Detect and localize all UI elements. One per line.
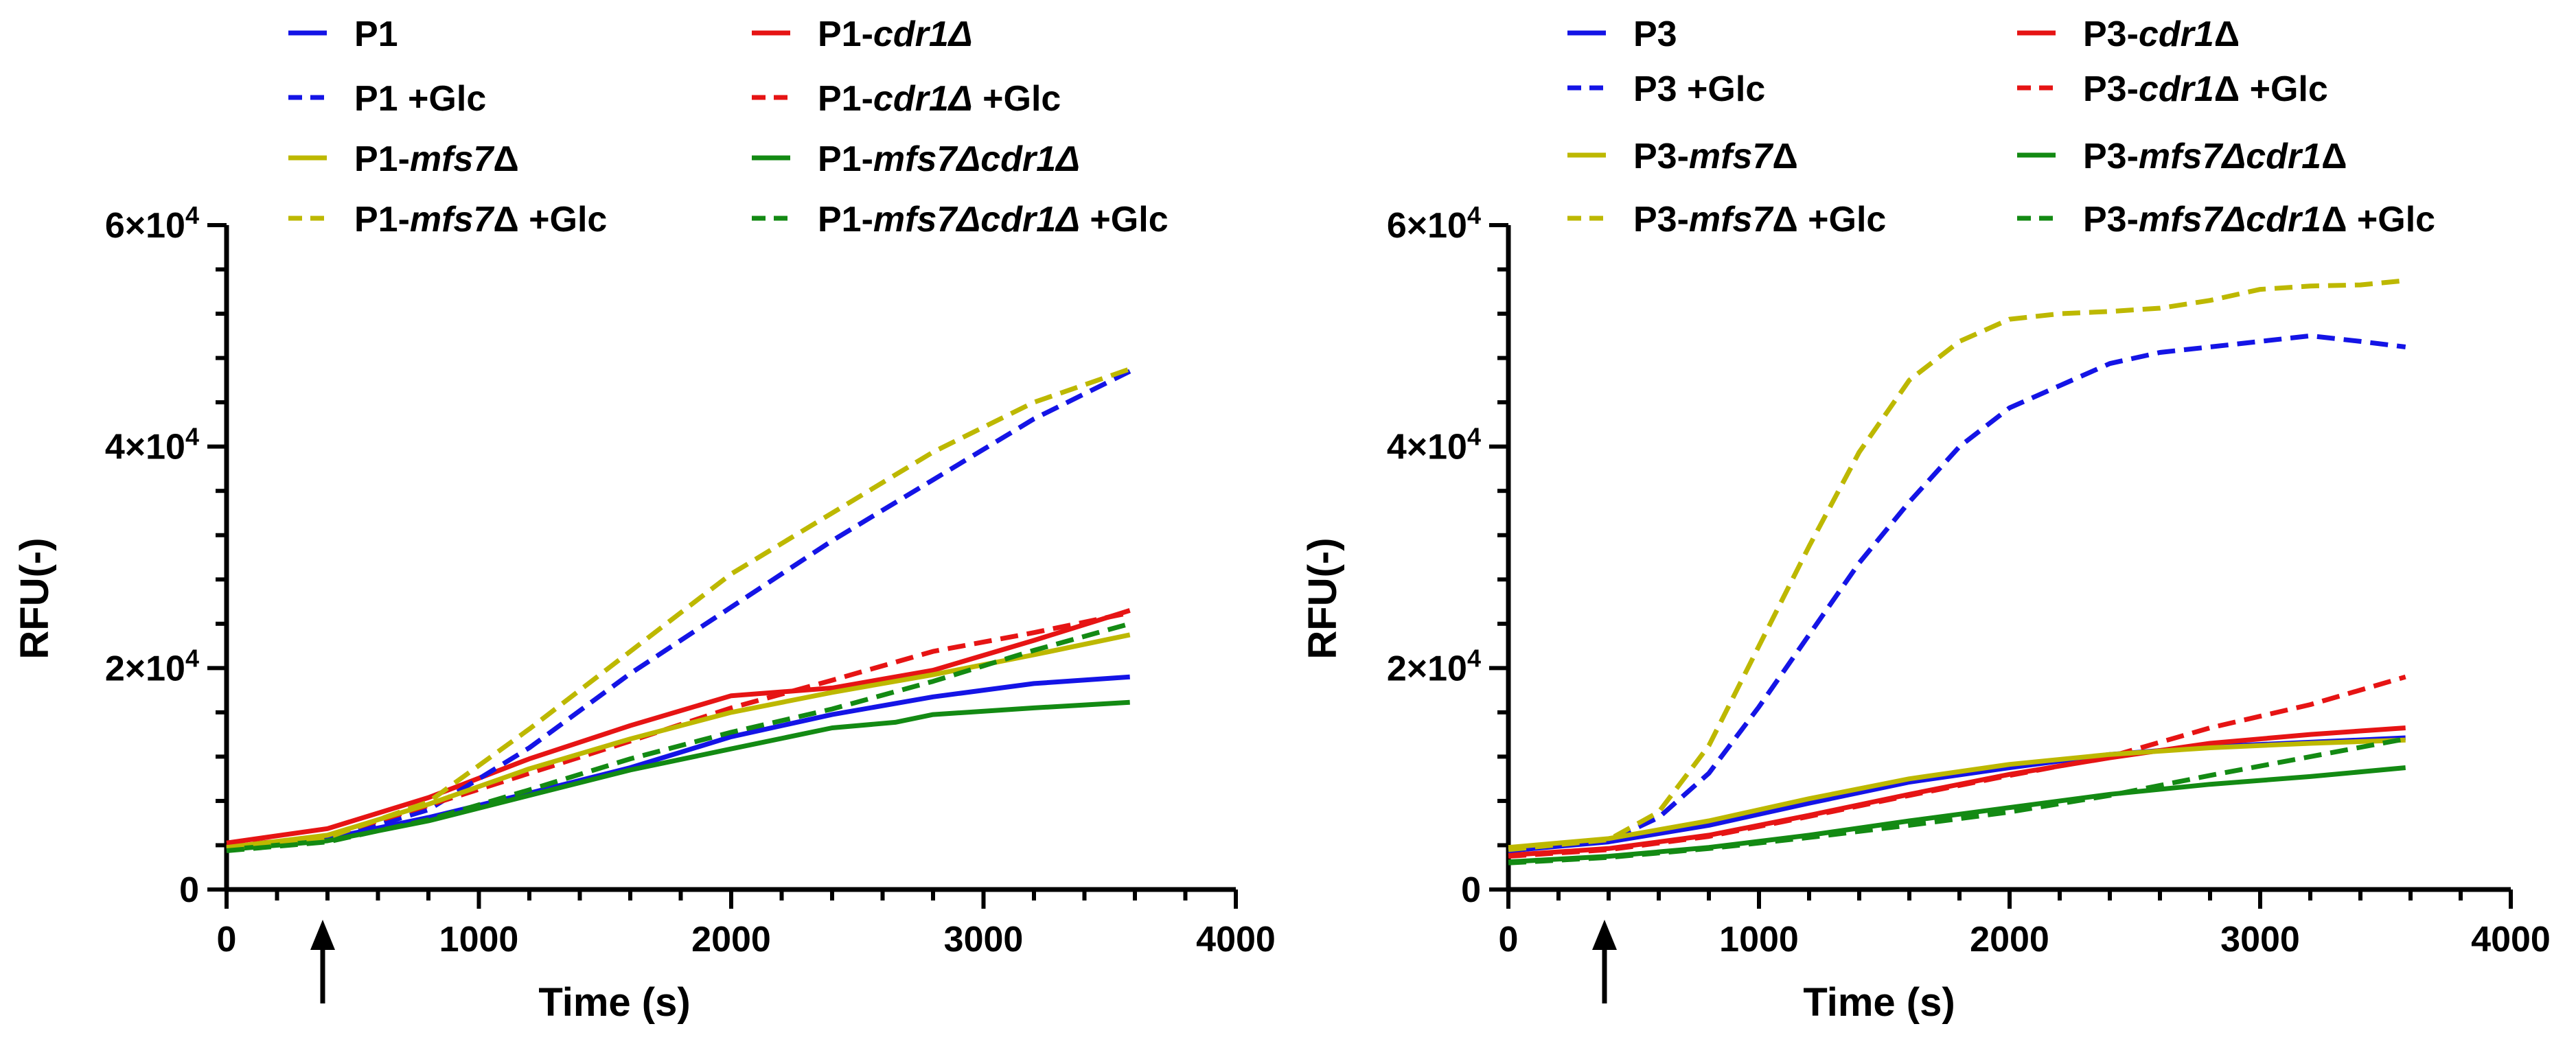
legend-label: P1 +Glc: [354, 79, 486, 119]
x-axis-title: Time (s): [538, 980, 690, 1025]
legend-item: P3-mfs7Δcdr1Δ +Glc: [2017, 200, 2435, 240]
y-axis-title: RFU(-): [12, 537, 57, 659]
x-tick-label: 3000: [2220, 920, 2300, 960]
legend-item: P1 +Glc: [288, 79, 486, 119]
series-line-p3-cdr1-glc: [1508, 674, 2406, 859]
legend-item: P3: [1567, 14, 1677, 54]
y-axis-title: RFU(-): [1300, 537, 1345, 659]
legend-label: P1-cdr1Δ +Glc: [818, 79, 1061, 119]
y-tick-label: 0: [179, 870, 199, 910]
legend-label: P3-cdr1Δ +Glc: [2083, 69, 2328, 109]
legend-item: P1-mfs7Δcdr1Δ +Glc: [752, 200, 1169, 240]
series-line-p1-cdr1-glc: [226, 610, 1131, 849]
legend-label: P3-cdr1Δ: [2083, 14, 2240, 54]
series-line-p3-glc: [1508, 333, 2406, 853]
legend-item: P1-mfs7Δcdr1Δ: [752, 139, 1080, 179]
legend-item: P3-cdr1Δ: [2017, 14, 2240, 54]
chart-panel-right: 0 1000 2000 3000 4000 0 2×104 4×104 6×104 Time (s…: [1300, 14, 2551, 1025]
x-tick-label: 3000: [944, 920, 1024, 960]
legend-item: P3-mfs7Δ +Glc: [1567, 200, 1886, 240]
y-tick-label: 0: [1461, 870, 1481, 910]
chart-panel-left: 0 1000 2000 3000 4000 0 2×104 4×104 6×104 Time (s…: [12, 14, 1276, 1025]
series-line-p3-mfs7-cdr1-: [1508, 765, 2406, 865]
y-tick-label: 4×104: [105, 422, 199, 467]
arrow-annotation-head: [310, 920, 335, 950]
legend-label: P3: [1633, 14, 1677, 54]
series-line-p1-glc: [226, 369, 1131, 852]
x-tick-label: 2000: [691, 920, 771, 960]
legend-label: P3-mfs7Δ: [1633, 137, 1798, 176]
legend-label: P3-mfs7Δcdr1Δ: [2083, 137, 2347, 176]
series-line-p1: [226, 674, 1130, 852]
y-tick-label: 2×104: [1387, 644, 1481, 689]
legend-label: P1-mfs7Δcdr1Δ: [818, 139, 1080, 179]
x-tick-label: 2000: [1970, 920, 2049, 960]
legend-item: P3-mfs7Δcdr1Δ: [2017, 137, 2347, 176]
x-tick-label: 1000: [439, 920, 519, 960]
series-line-p3-mfs7-cdr1-glc: [1508, 736, 2406, 865]
series-line-p1-mfs7-cdr1-glc: [226, 621, 1131, 853]
x-tick-label: 0: [1499, 920, 1519, 960]
series-line-p3-mfs7-glc: [1508, 278, 2406, 852]
legend-label: P1-mfs7Δ: [354, 139, 519, 179]
series-line-p1-cdr1-: [226, 608, 1131, 846]
legend-label: P3-mfs7Δ +Glc: [1633, 200, 1886, 240]
x-tick-label: 4000: [1196, 920, 1276, 960]
y-tick-label: 2×104: [105, 644, 199, 689]
legend-item: P1-mfs7Δ: [288, 139, 519, 179]
legend-label: P1-cdr1Δ: [818, 14, 973, 54]
legend-label: P1: [354, 14, 398, 54]
x-tick-label: 0: [217, 920, 237, 960]
legend-item: P3-cdr1Δ +Glc: [2017, 69, 2328, 109]
legend-label: P3-mfs7Δcdr1Δ +Glc: [2083, 200, 2435, 240]
y-tick-label: 6×104: [105, 201, 199, 246]
legend-label: P3 +Glc: [1633, 69, 1765, 109]
legend-item: P3 +Glc: [1567, 69, 1765, 109]
legend-label: P1-mfs7Δ +Glc: [354, 200, 607, 240]
arrow-annotation-head: [1592, 920, 1617, 950]
y-tick-label: 6×104: [1387, 201, 1481, 246]
legend-item: P3-mfs7Δ: [1567, 137, 1798, 176]
x-tick-label: 1000: [1719, 920, 1799, 960]
legend-item: P1-mfs7Δ +Glc: [288, 200, 607, 240]
x-tick-label: 4000: [2471, 920, 2551, 960]
legend-item: P1: [288, 14, 398, 54]
series-line-p1-mfs7-glc: [226, 367, 1131, 851]
x-axis-title: Time (s): [1803, 980, 1955, 1025]
legend-item: P1-cdr1Δ: [752, 14, 973, 54]
legend-item: P1-cdr1Δ +Glc: [752, 79, 1061, 119]
series-line-p3-mfs7-: [1508, 737, 2406, 850]
legend-label: P1-mfs7Δcdr1Δ +Glc: [818, 200, 1169, 240]
y-tick-label: 4×104: [1387, 422, 1481, 467]
